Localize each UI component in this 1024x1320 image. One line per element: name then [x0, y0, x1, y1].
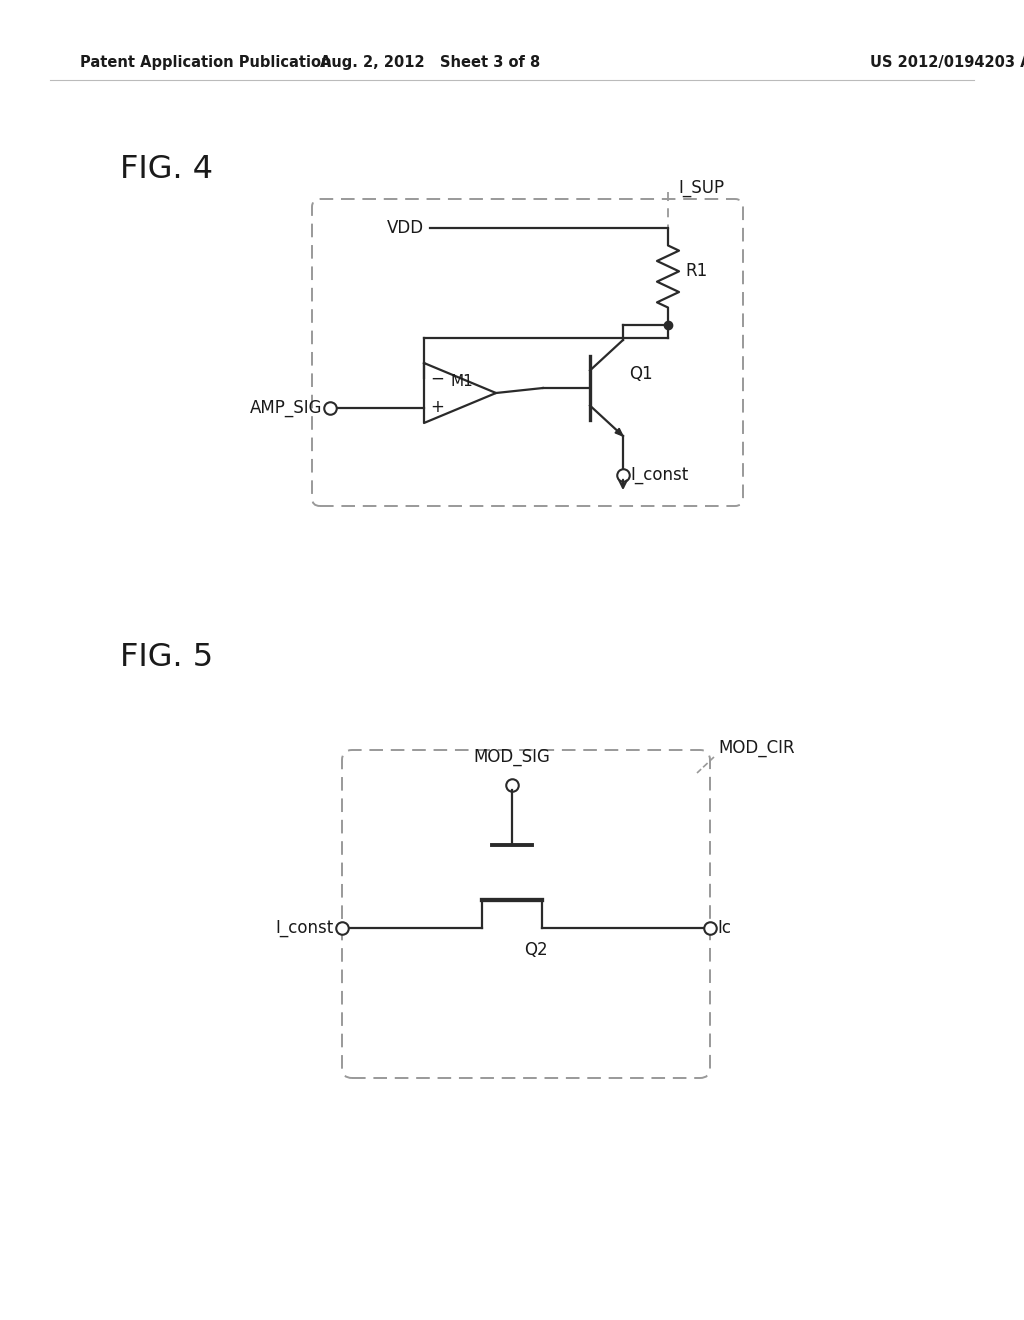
Polygon shape: [615, 429, 623, 436]
Text: MOD_SIG: MOD_SIG: [473, 748, 551, 766]
Text: Patent Application Publication: Patent Application Publication: [80, 54, 332, 70]
Text: I_SUP: I_SUP: [678, 180, 724, 197]
Text: AMP_SIG: AMP_SIG: [250, 399, 322, 417]
Text: FIG. 4: FIG. 4: [120, 154, 213, 186]
Text: VDD: VDD: [387, 219, 424, 238]
Text: FIG. 5: FIG. 5: [120, 643, 213, 673]
Text: US 2012/0194203 A1: US 2012/0194203 A1: [870, 54, 1024, 70]
Text: Aug. 2, 2012   Sheet 3 of 8: Aug. 2, 2012 Sheet 3 of 8: [319, 54, 540, 70]
Text: I_const: I_const: [275, 919, 334, 937]
Text: M1: M1: [451, 375, 473, 389]
Text: Ic: Ic: [717, 919, 731, 937]
Text: Q1: Q1: [629, 366, 652, 383]
Text: R1: R1: [685, 263, 708, 281]
Text: I_const: I_const: [630, 466, 688, 484]
Text: MOD_CIR: MOD_CIR: [718, 739, 795, 756]
Text: −: −: [430, 370, 444, 388]
Text: Q2: Q2: [524, 941, 548, 960]
Text: +: +: [430, 399, 444, 416]
